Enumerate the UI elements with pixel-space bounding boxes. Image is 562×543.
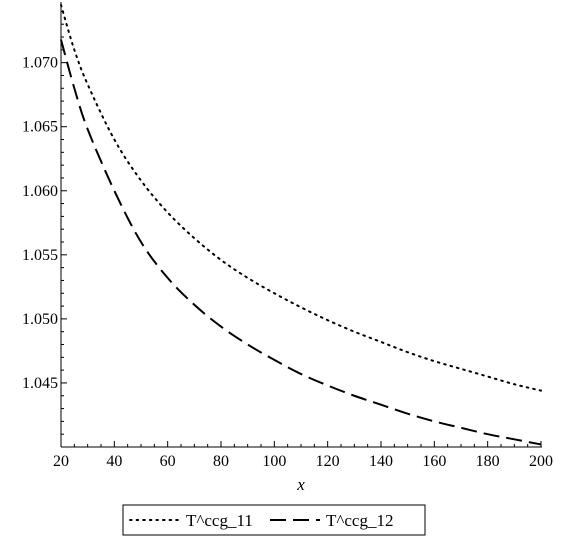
series-line-1 [60, 4, 542, 392]
legend: T^ccg_11 T^ccg_12 [122, 504, 426, 536]
x-tick-label: 80 [213, 453, 229, 470]
y-tick-label: 1.045 [22, 375, 58, 392]
x-tick-label: 100 [262, 453, 286, 470]
x-tick-label: 160 [422, 453, 446, 470]
x-tick-label: 200 [529, 453, 553, 470]
x-ticks: 20 40 60 80 100 120 140 160 180 200 [53, 441, 553, 470]
y-tick-label: 1.055 [22, 247, 58, 264]
y-tick-label: 1.060 [22, 183, 58, 200]
y-tick-label: 1.050 [22, 311, 58, 328]
axes [60, 2, 542, 448]
x-tick-label: 140 [369, 453, 393, 470]
x-axis-label: x [296, 475, 305, 494]
x-tick-label: 180 [476, 453, 500, 470]
series-layer [60, 4, 542, 446]
x-tick-label: 60 [160, 453, 176, 470]
x-tick-label: 20 [53, 453, 69, 470]
x-tick-label: 120 [316, 453, 340, 470]
y-tick-label: 1.070 [22, 55, 58, 72]
legend-label-1: T^ccg_11 [186, 511, 253, 530]
legend-label-2: T^ccg_12 [326, 511, 393, 530]
series-line-2 [60, 39, 542, 446]
y-ticks: 1.045 1.050 1.055 1.060 1.065 1.070 [22, 10, 67, 435]
y-tick-label: 1.065 [22, 119, 58, 136]
x-tick-label: 40 [106, 453, 122, 470]
